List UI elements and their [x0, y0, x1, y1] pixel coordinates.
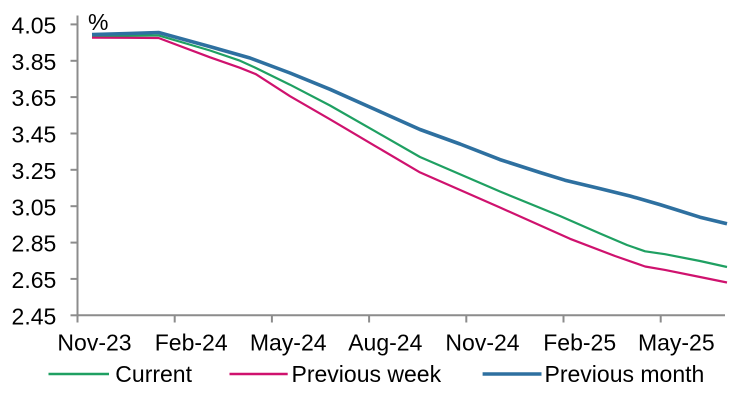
svg-text:3.65: 3.65: [12, 85, 57, 111]
svg-text:3.85: 3.85: [12, 49, 57, 75]
svg-text:3.45: 3.45: [12, 122, 57, 148]
svg-text:2.45: 2.45: [12, 303, 57, 329]
svg-text:2.85: 2.85: [12, 231, 57, 257]
svg-text:Feb-25: Feb-25: [543, 329, 616, 355]
svg-text:Previous month: Previous month: [545, 361, 705, 387]
svg-text:Feb-24: Feb-24: [155, 329, 228, 355]
svg-text:Aug-24: Aug-24: [348, 329, 422, 355]
svg-text:Nov-23: Nov-23: [57, 329, 131, 355]
svg-text:Current: Current: [115, 361, 192, 387]
svg-text:3.25: 3.25: [12, 158, 57, 184]
svg-text:3.05: 3.05: [12, 194, 57, 220]
svg-text:May-24: May-24: [250, 329, 327, 355]
svg-text:%: %: [88, 9, 108, 35]
svg-text:Nov-24: Nov-24: [445, 329, 519, 355]
svg-text:Previous week: Previous week: [292, 361, 442, 387]
svg-text:2.65: 2.65: [12, 267, 57, 293]
svg-text:4.05: 4.05: [12, 13, 57, 39]
svg-text:May-25: May-25: [638, 329, 715, 355]
